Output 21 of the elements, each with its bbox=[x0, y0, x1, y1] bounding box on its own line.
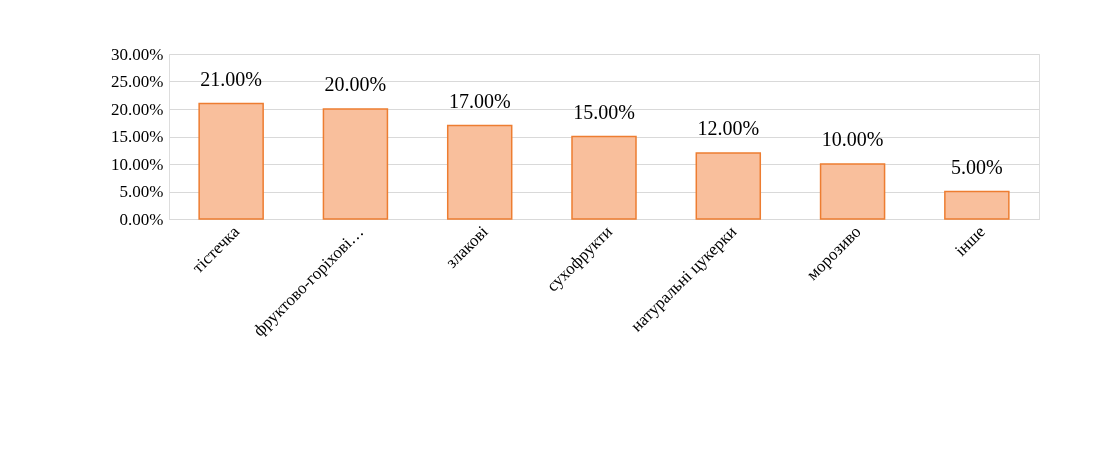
bar bbox=[695, 152, 762, 220]
data-label: 15.00% bbox=[573, 100, 635, 123]
data-label: 5.00% bbox=[951, 155, 1003, 178]
data-label: 17.00% bbox=[448, 89, 511, 112]
data-label: 20.00% bbox=[324, 73, 387, 95]
data-label: 10.00% bbox=[821, 128, 884, 150]
y-tick-label: 10.00% bbox=[111, 154, 164, 174]
bar bbox=[571, 135, 637, 220]
y-tick-label: 15.00% bbox=[111, 127, 164, 146]
y-tick-label: 5.00% bbox=[119, 182, 164, 201]
data-label: 12.00% bbox=[697, 117, 760, 139]
bar bbox=[819, 163, 886, 220]
y-tick-label: 25.00% bbox=[111, 72, 164, 91]
bar bbox=[198, 102, 264, 220]
y-tick-label: 20.00% bbox=[111, 99, 164, 119]
data-label: 21.00% bbox=[200, 67, 262, 90]
bar bbox=[446, 124, 513, 220]
bar bbox=[322, 108, 389, 220]
bar bbox=[944, 190, 1010, 220]
y-tick-label: 0.00% bbox=[119, 209, 164, 229]
y-tick-label: 30.00% bbox=[111, 44, 164, 64]
